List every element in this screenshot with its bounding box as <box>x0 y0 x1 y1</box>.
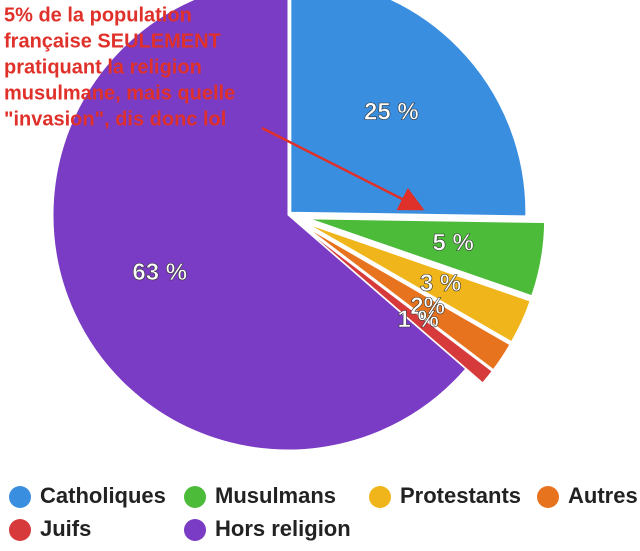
annotation: 5% de la population française SEULEMENT pr… <box>4 4 235 130</box>
value-label: 25 % <box>364 99 419 126</box>
value-label: 5 % <box>432 229 473 256</box>
pie-slice <box>304 228 493 384</box>
legend-swatch <box>184 519 206 541</box>
annotation-line: française SEULEMENT <box>4 30 221 52</box>
legend-swatch <box>184 486 206 508</box>
legend-label: Hors religion <box>215 516 351 541</box>
legend-swatch <box>369 486 391 508</box>
annotation-arrow <box>261 126 425 211</box>
legend-label: Juifs <box>40 516 91 541</box>
annotation-line: "invasion", dis donc lol <box>4 108 226 130</box>
legend-label: Musulmans <box>215 483 336 508</box>
pie-slice <box>306 226 511 371</box>
legend-swatch <box>9 486 31 508</box>
legend-label: Autres <box>568 483 638 508</box>
pie-slice <box>307 223 531 343</box>
pie-slice <box>309 218 546 297</box>
pie-slice <box>52 0 467 451</box>
value-label: 63 % <box>132 259 187 286</box>
legend-label: Catholiques <box>40 483 166 508</box>
value-label: 2% <box>410 293 445 320</box>
annotation-line: pratiquant la religion <box>4 56 202 78</box>
legend-swatch <box>537 486 559 508</box>
annotation-line: musulmane, mais quelle <box>4 82 235 104</box>
value-label: 1 % <box>397 306 438 333</box>
value-labels: 25 % 5 % 3 %2%1 % 63 % <box>132 98 474 333</box>
pie <box>52 0 546 451</box>
value-label: 3 % <box>420 270 461 297</box>
annotation-line: 5% de la population <box>4 4 192 26</box>
legend: Catholiques Musulmans Protestants Autres Jui… <box>9 483 638 541</box>
legend-label: Protestants <box>400 483 521 508</box>
pie-slice <box>290 0 527 217</box>
legend-swatch <box>9 519 31 541</box>
